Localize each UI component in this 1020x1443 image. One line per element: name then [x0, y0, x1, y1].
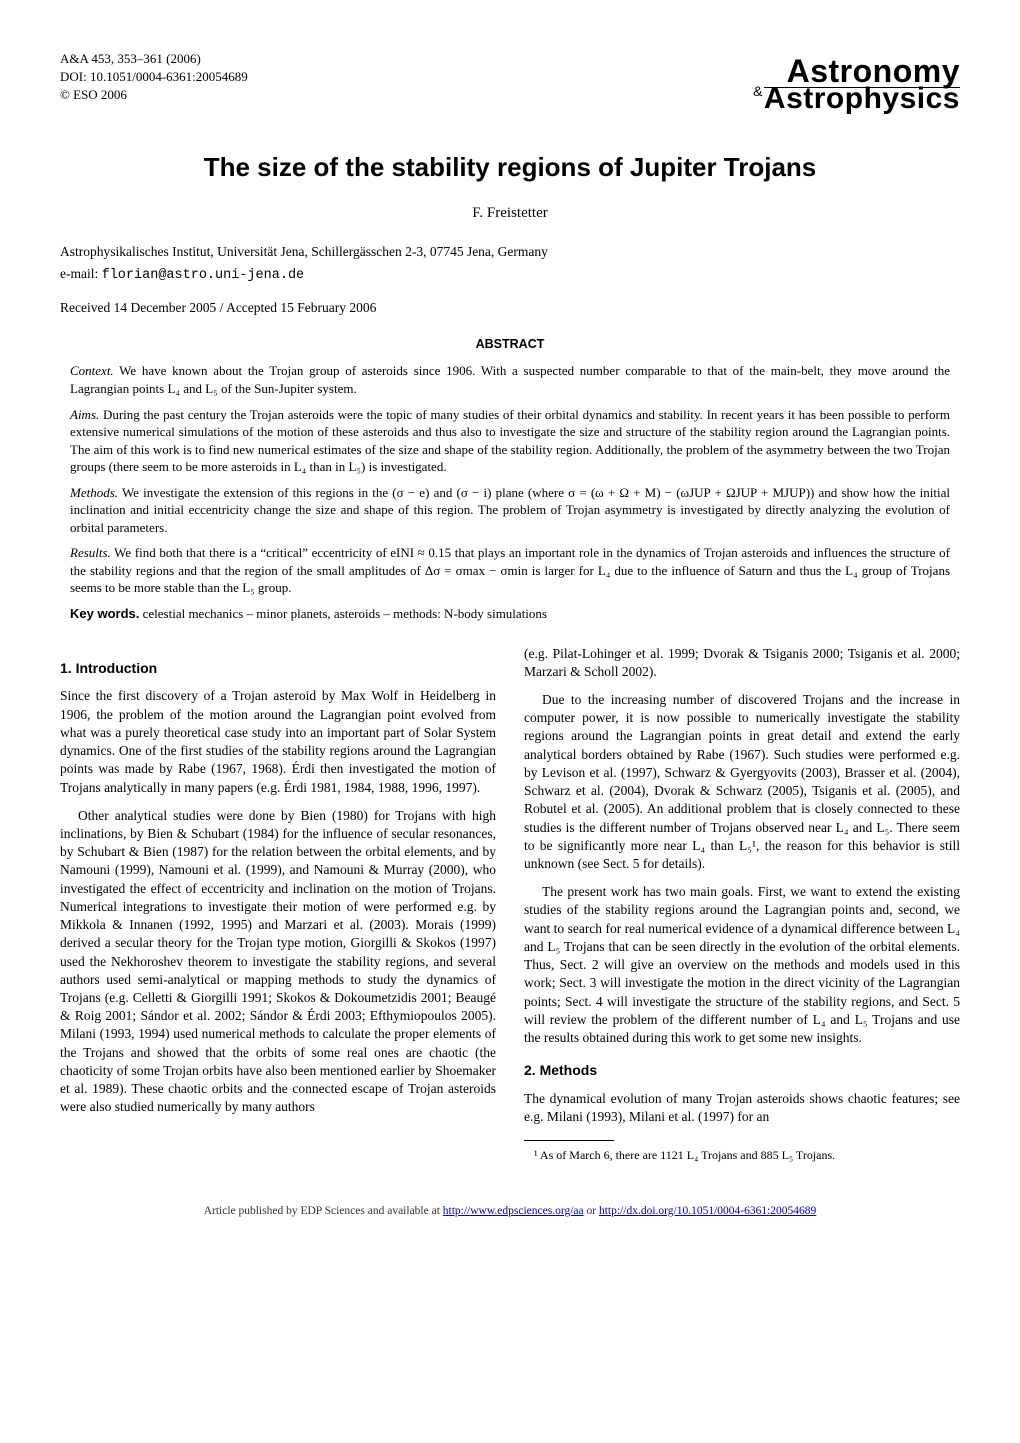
results-lead: Results.: [70, 545, 111, 560]
keywords: Key words. celestial mechanics – minor p…: [70, 605, 950, 623]
context-text: We have known about the Trojan group of …: [70, 363, 950, 396]
methods-text: We investigate the extension of this reg…: [70, 485, 950, 535]
keywords-lead: Key words.: [70, 606, 139, 621]
header-left: A&A 453, 353–361 (2006) DOI: 10.1051/000…: [60, 50, 248, 105]
section-1-heading: 1. Introduction: [60, 659, 496, 678]
abstract-context: Context. We have known about the Trojan …: [70, 362, 950, 397]
context-lead: Context.: [70, 363, 114, 378]
abstract-heading: ABSTRACT: [60, 336, 960, 353]
footer-link-1[interactable]: http://www.edpsciences.org/aa: [443, 1205, 584, 1217]
footnote-1: ¹ As of March 6, there are 1121 L₄ Troja…: [524, 1147, 960, 1163]
sec1-p1: Since the first discovery of a Trojan as…: [60, 687, 496, 796]
journal-bottom: Astrophysics: [764, 87, 960, 108]
doi: DOI: 10.1051/0004-6361:20054689: [60, 68, 248, 86]
sec1-p5: The present work has two main goals. Fir…: [524, 883, 960, 1047]
abstract-methods: Methods. We investigate the extension of…: [70, 484, 950, 537]
paper-title: The size of the stability regions of Jup…: [60, 150, 960, 185]
sec1-p2: Other analytical studies were done by Bi…: [60, 807, 496, 1117]
sec1-p4: Due to the increasing number of discover…: [524, 691, 960, 873]
sec2-p1: The dynamical evolution of many Trojan a…: [524, 1090, 960, 1126]
results-text: We find both that there is a “critical” …: [70, 545, 950, 595]
footer-text-1: Article published by EDP Sciences and av…: [204, 1205, 443, 1217]
email-line: e-mail: florian@astro.uni-jena.de: [60, 265, 960, 285]
body-columns: 1. Introduction Since the first discover…: [60, 645, 960, 1164]
footer-link-2[interactable]: http://dx.doi.org/10.1051/0004-6361:2005…: [599, 1205, 816, 1217]
keywords-text: celestial mechanics – minor planets, ast…: [139, 606, 547, 621]
aims-text: During the past century the Trojan aster…: [70, 407, 950, 475]
sec1-p3: (e.g. Pilat-Lohinger et al. 1999; Dvorak…: [524, 645, 960, 681]
page-header: A&A 453, 353–361 (2006) DOI: 10.1051/000…: [60, 50, 960, 110]
journal-amp: &: [753, 83, 762, 99]
section-2-heading: 2. Methods: [524, 1061, 960, 1080]
copyright: © ESO 2006: [60, 86, 248, 104]
received-accepted: Received 14 December 2005 / Accepted 15 …: [60, 299, 960, 317]
abstract-results: Results. We find both that there is a “c…: [70, 544, 950, 597]
footer-text-2: or: [584, 1205, 599, 1217]
right-column: (e.g. Pilat-Lohinger et al. 1999; Dvorak…: [524, 645, 960, 1164]
affiliation: Astrophysikalisches Institut, Universitä…: [60, 243, 960, 261]
email-label: e-mail:: [60, 266, 102, 281]
left-column: 1. Introduction Since the first discover…: [60, 645, 496, 1164]
abstract-aims: Aims. During the past century the Trojan…: [70, 406, 950, 476]
author: F. Freistetter: [60, 203, 960, 223]
methods-lead: Methods.: [70, 485, 118, 500]
footnote-rule: [524, 1140, 614, 1141]
journal-brand: Astronomy & Astrophysics: [751, 50, 960, 110]
email: florian@astro.uni-jena.de: [102, 268, 305, 283]
citation: A&A 453, 353–361 (2006): [60, 50, 248, 68]
aims-lead: Aims.: [70, 407, 99, 422]
publisher-footer: Article published by EDP Sciences and av…: [60, 1204, 960, 1220]
